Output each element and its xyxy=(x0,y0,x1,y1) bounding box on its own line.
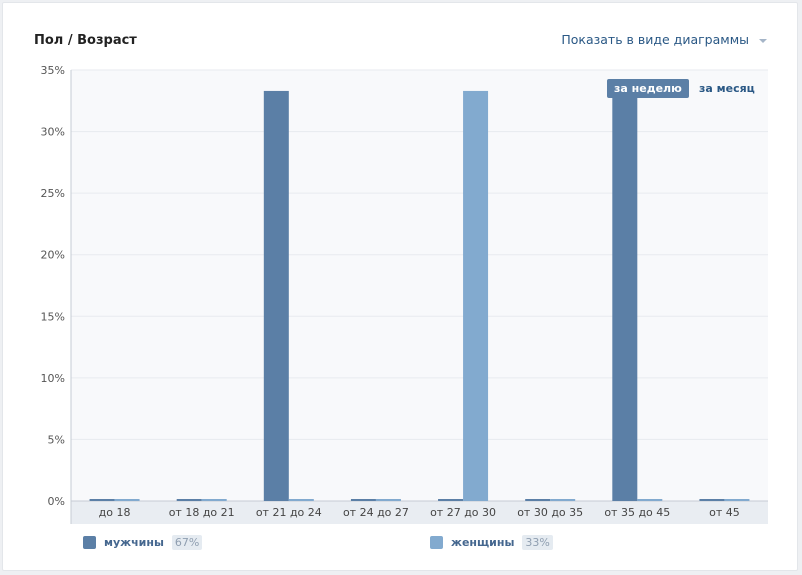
x-tick-label: от 30 до 35 xyxy=(517,506,583,519)
legend-item-men[interactable]: мужчины 67% xyxy=(83,535,203,550)
bar-men xyxy=(699,499,725,501)
bar-men xyxy=(350,499,376,501)
y-tick-label: 0% xyxy=(48,495,65,508)
x-tick-label: от 18 до 21 xyxy=(169,506,235,519)
legend-swatch-men xyxy=(83,536,96,549)
chevron-down-icon xyxy=(759,38,767,43)
bar-women xyxy=(463,90,489,501)
x-tick-label: от 21 до 24 xyxy=(256,506,322,519)
legend-pct-men: 67% xyxy=(171,535,203,550)
bar-women xyxy=(288,499,314,501)
x-tick-label: от 35 до 45 xyxy=(604,506,670,519)
y-tick-label: 15% xyxy=(41,310,65,323)
legend-swatch-women xyxy=(430,536,443,549)
y-tick-label: 20% xyxy=(41,249,65,262)
bar-women xyxy=(724,499,750,501)
legend-item-women[interactable]: женщины 33% xyxy=(430,535,553,550)
x-tick-label: от 45 xyxy=(709,506,740,519)
period-month-button[interactable]: за месяц xyxy=(699,82,755,95)
legend-pct-women: 33% xyxy=(522,535,553,550)
bar-men xyxy=(263,90,289,501)
chart-title: Пол / Возраст xyxy=(34,33,137,48)
y-tick-label: 25% xyxy=(41,187,65,200)
bar-women xyxy=(375,499,401,501)
bar-men xyxy=(176,499,202,501)
view-toggle-label: Показать в виде диаграммы xyxy=(561,32,749,47)
bar-women xyxy=(114,499,140,501)
x-axis-band xyxy=(71,501,768,524)
x-tick-label: от 24 до 27 xyxy=(343,506,409,519)
y-tick-label: 10% xyxy=(41,372,65,385)
x-tick-label: от 27 до 30 xyxy=(430,506,496,519)
legend-label-women: женщины xyxy=(451,536,515,549)
y-tick-label: 35% xyxy=(41,64,65,77)
x-tick-label: до 18 xyxy=(99,506,131,519)
bar-men xyxy=(89,499,115,501)
bar-men xyxy=(612,90,638,501)
bar-men xyxy=(525,499,551,501)
y-tick-label: 30% xyxy=(41,126,65,139)
plot-background xyxy=(71,70,768,524)
period-week-button[interactable]: за неделю xyxy=(607,79,689,98)
view-toggle-dropdown[interactable]: Показать в виде диаграммы xyxy=(561,32,767,47)
legend-label-men: мужчины xyxy=(104,536,164,549)
y-tick-label: 5% xyxy=(48,433,65,446)
bar-women xyxy=(637,499,663,501)
bar-men xyxy=(438,499,464,501)
bar-women xyxy=(550,499,576,501)
bar-women xyxy=(201,499,227,501)
